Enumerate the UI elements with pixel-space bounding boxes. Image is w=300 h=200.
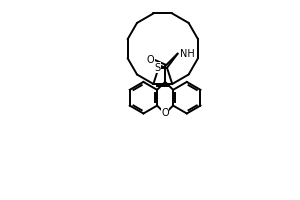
Text: O: O bbox=[161, 108, 169, 118]
Text: NH: NH bbox=[180, 49, 194, 59]
Text: S: S bbox=[154, 63, 161, 73]
Text: O: O bbox=[147, 55, 154, 65]
